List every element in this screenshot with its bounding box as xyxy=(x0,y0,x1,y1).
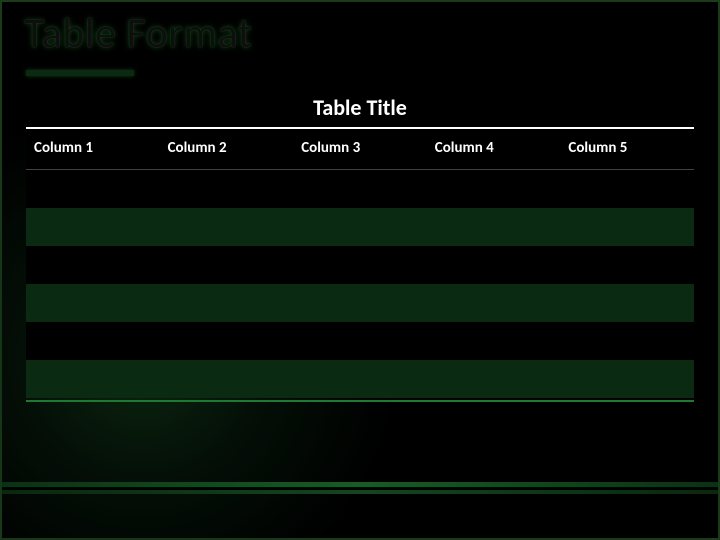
table-cell xyxy=(160,208,294,246)
column-header: Column 3 xyxy=(293,129,427,169)
bottom-decor-bar xyxy=(2,482,718,496)
table-row xyxy=(26,360,694,398)
table-cell xyxy=(293,208,427,246)
table-cell xyxy=(26,322,160,360)
table-cell xyxy=(26,208,160,246)
table-cell xyxy=(293,322,427,360)
table-cell xyxy=(427,208,561,246)
decor-bar-2 xyxy=(2,490,718,494)
table-row xyxy=(26,322,694,360)
table-cell xyxy=(160,284,294,322)
table-row xyxy=(26,246,694,284)
table-cell xyxy=(26,360,160,398)
table-cell xyxy=(26,284,160,322)
table-title: Table Title xyxy=(26,90,694,129)
column-header: Column 1 xyxy=(26,129,160,169)
table-cell xyxy=(560,208,694,246)
column-header: Column 2 xyxy=(160,129,294,169)
table-cell xyxy=(427,322,561,360)
table-row xyxy=(26,284,694,322)
table-cell xyxy=(26,170,160,208)
table-cell xyxy=(427,246,561,284)
column-header: Column 5 xyxy=(560,129,694,169)
table-cell xyxy=(160,170,294,208)
table-container: Table Title Column 1 Column 2 Column 3 C… xyxy=(26,90,694,402)
table-cell xyxy=(293,360,427,398)
column-header: Column 4 xyxy=(427,129,561,169)
table-body xyxy=(26,170,694,398)
table-row xyxy=(26,208,694,246)
table-cell xyxy=(560,284,694,322)
table-cell xyxy=(560,246,694,284)
table-cell xyxy=(427,360,561,398)
table-cell xyxy=(427,284,561,322)
table-cell xyxy=(293,284,427,322)
table-header-row: Column 1 Column 2 Column 3 Column 4 Colu… xyxy=(26,129,694,170)
slide-title: Table Format xyxy=(24,8,252,59)
title-underline xyxy=(26,70,134,76)
table-cell xyxy=(293,246,427,284)
table-cell xyxy=(160,246,294,284)
table-row xyxy=(26,170,694,208)
table-cell xyxy=(560,170,694,208)
table-cell xyxy=(160,322,294,360)
table-cell xyxy=(560,322,694,360)
table-cell xyxy=(26,246,160,284)
table-cell xyxy=(560,360,694,398)
table-cell xyxy=(293,170,427,208)
table-bottom-rule xyxy=(26,400,694,402)
table-cell xyxy=(160,360,294,398)
table-cell xyxy=(427,170,561,208)
